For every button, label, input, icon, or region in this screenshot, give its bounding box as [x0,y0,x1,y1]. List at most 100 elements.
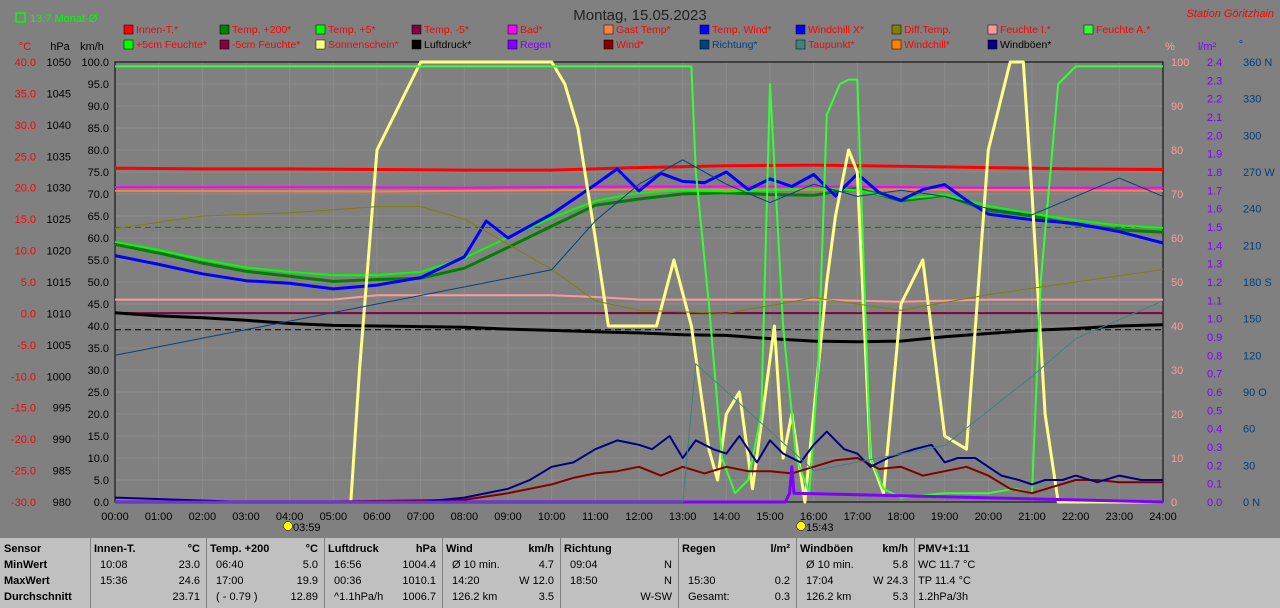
axis-tick-wind: 90.0 [88,101,109,113]
stats-head: Innen-T. °C [94,541,206,557]
axis-tick-pressure: 1025 [47,214,71,226]
x-tick: 11:00 [582,511,609,523]
stats-row: 14:20 W 12.0 [446,573,560,589]
stats-time: 17:04 [806,575,834,587]
month-avg-icon [15,12,26,23]
legend-swatch [219,39,230,50]
legend-label: Windchill X* [808,24,864,36]
legend-swatch [123,39,134,50]
x-tick: 05:00 [320,511,348,523]
axis-tick-wind: 15.0 [88,431,109,443]
stats-column: Regen l/m² 15:30 0.2 Gesamt: 0.3 [682,538,796,608]
axis-tick-humidity: 90 [1171,101,1183,113]
x-tick: 17:00 [844,511,872,523]
axis-tick-temp: 25.0 [15,151,36,163]
legend-swatch [507,24,518,35]
axis-tick-wind: 45.0 [88,299,109,311]
legend-swatch [123,24,134,35]
month-avg-label: 13.7 Monat-Ø [30,13,98,25]
axis-tick-wind: 95.0 [88,79,109,91]
axis-tick-temp: 10.0 [15,246,36,258]
stats-separator [914,538,915,608]
stats-head: Wind km/h [446,541,560,557]
stats-time: 17:00 [216,575,244,587]
sunrise-icon [283,521,293,531]
stats-row: 10:08 23.0 [94,557,206,573]
axis-tick-direction: 60 [1243,424,1255,436]
x-tick: 00:00 [101,511,129,523]
legend-swatch [987,39,998,50]
legend-swatch [987,24,998,35]
stats-value: W 12.0 [519,575,554,587]
axis-tick-temp: -15.0 [11,403,36,415]
stats-column: Temp. +200 °C 06:40 5.0 17:00 19.9 ( - 0.79 ) 1… [210,538,324,608]
axis-tick-wind: 70.0 [88,189,109,201]
stats-column: PMV+1:11 WC 11.7 °C TP 11.4 °C 1.2hPa/3h [918,538,1038,608]
x-tick: 10:00 [538,511,566,523]
axis-tick-wind: 85.0 [88,123,109,135]
axis-tick-humidity: 0 [1171,497,1177,509]
x-tick: 19:00 [931,511,959,523]
stats-time: 126.2 km [452,591,498,603]
x-tick: 02:00 [189,511,217,523]
stats-row: Ø 10 min. 4.7 [446,557,560,573]
stats-row: Gesamt: 0.3 [682,589,796,605]
axis-tick-rain: 1.5 [1207,222,1222,234]
stats-head: PMV+1:11 [918,541,1038,557]
stats-row: ( - 0.79 ) 12.89 [210,589,324,605]
axis-tick-rain: 0.8 [1207,350,1222,362]
axis-tick-pressure: 1035 [47,151,71,163]
stats-value: 1010.1 [402,575,436,587]
legend-swatch [411,24,422,35]
stats-head: Richtung [564,541,678,557]
x-tick: 07:00 [407,511,435,523]
legend-swatch [1083,24,1094,35]
x-tick: 09:00 [494,511,522,523]
axis-tick-wind: 80.0 [88,145,109,157]
stats-head-label: Luftdruck [328,543,379,555]
x-tick: 03:00 [232,511,260,523]
axis-tick-direction: 0 N [1243,497,1260,509]
series-line [114,311,1164,344]
x-tick: 23:00 [1106,511,1134,523]
stats-separator [560,538,561,608]
legend-label: Feuchte I.* [1000,24,1051,36]
stats-head-label: Wind [446,543,473,555]
series-line [114,430,1163,503]
legend-label: Sonnenschein* [328,39,399,51]
axis-tick-temp: 15.0 [15,214,36,226]
x-tick: 22:00 [1062,511,1090,523]
weather-chart: Montag, 15.05.2023 Station Göritzhain 13… [10,7,1276,534]
axis-tick-direction: 300 [1243,130,1261,142]
stats-row: 17:00 19.9 [210,573,324,589]
axis-tick-temp: -10.0 [11,371,36,383]
axis-tick-rain: 0.5 [1207,405,1222,417]
axis-tick-rain: 0.0 [1207,497,1222,509]
stats-head-label: Sensor [4,543,42,555]
axes: 40.0 35.0 30.0 25.0 20.0 15.0 10.0 5.0 0.0 -5.0 -1… [11,57,1275,523]
axis-tick-pressure: 1040 [47,120,71,132]
stats-time: 126.2 km [806,591,852,603]
axis-tick-rain: 0.6 [1207,387,1222,399]
axis-tick-direction: 120 [1243,350,1261,362]
stats-head-unit: km/h [528,543,554,555]
axis-tick-wind: 40.0 [88,321,109,333]
x-tick: 08:00 [451,511,479,523]
stats-row: MaxWert [4,573,94,589]
stats-value: 19.9 [296,575,318,587]
stats-head: Temp. +200 °C [210,541,324,557]
sunrise-time: 03:59 [293,522,321,534]
axis-tick-wind: 65.0 [88,211,109,223]
stats-row: 00:36 1010.1 [328,573,442,589]
axis-tick-rain: 0.7 [1207,369,1222,381]
legend-label: Gast Temp* [616,24,671,36]
axis-tick-rain: 1.0 [1207,314,1222,326]
stats-row: 126.2 km 5.3 [800,589,914,605]
legend-label: Regen [520,39,551,51]
axis-tick-pressure: 1050 [47,57,71,69]
stats-column: Windböen km/h Ø 10 min. 5.8 17:04 W 24.3 126.2… [800,538,914,608]
axis-tick-humidity: 80 [1171,145,1183,157]
series-line [114,206,1164,314]
stats-head-label: Regen [682,543,716,555]
x-tick: 24:00 [1149,511,1177,523]
